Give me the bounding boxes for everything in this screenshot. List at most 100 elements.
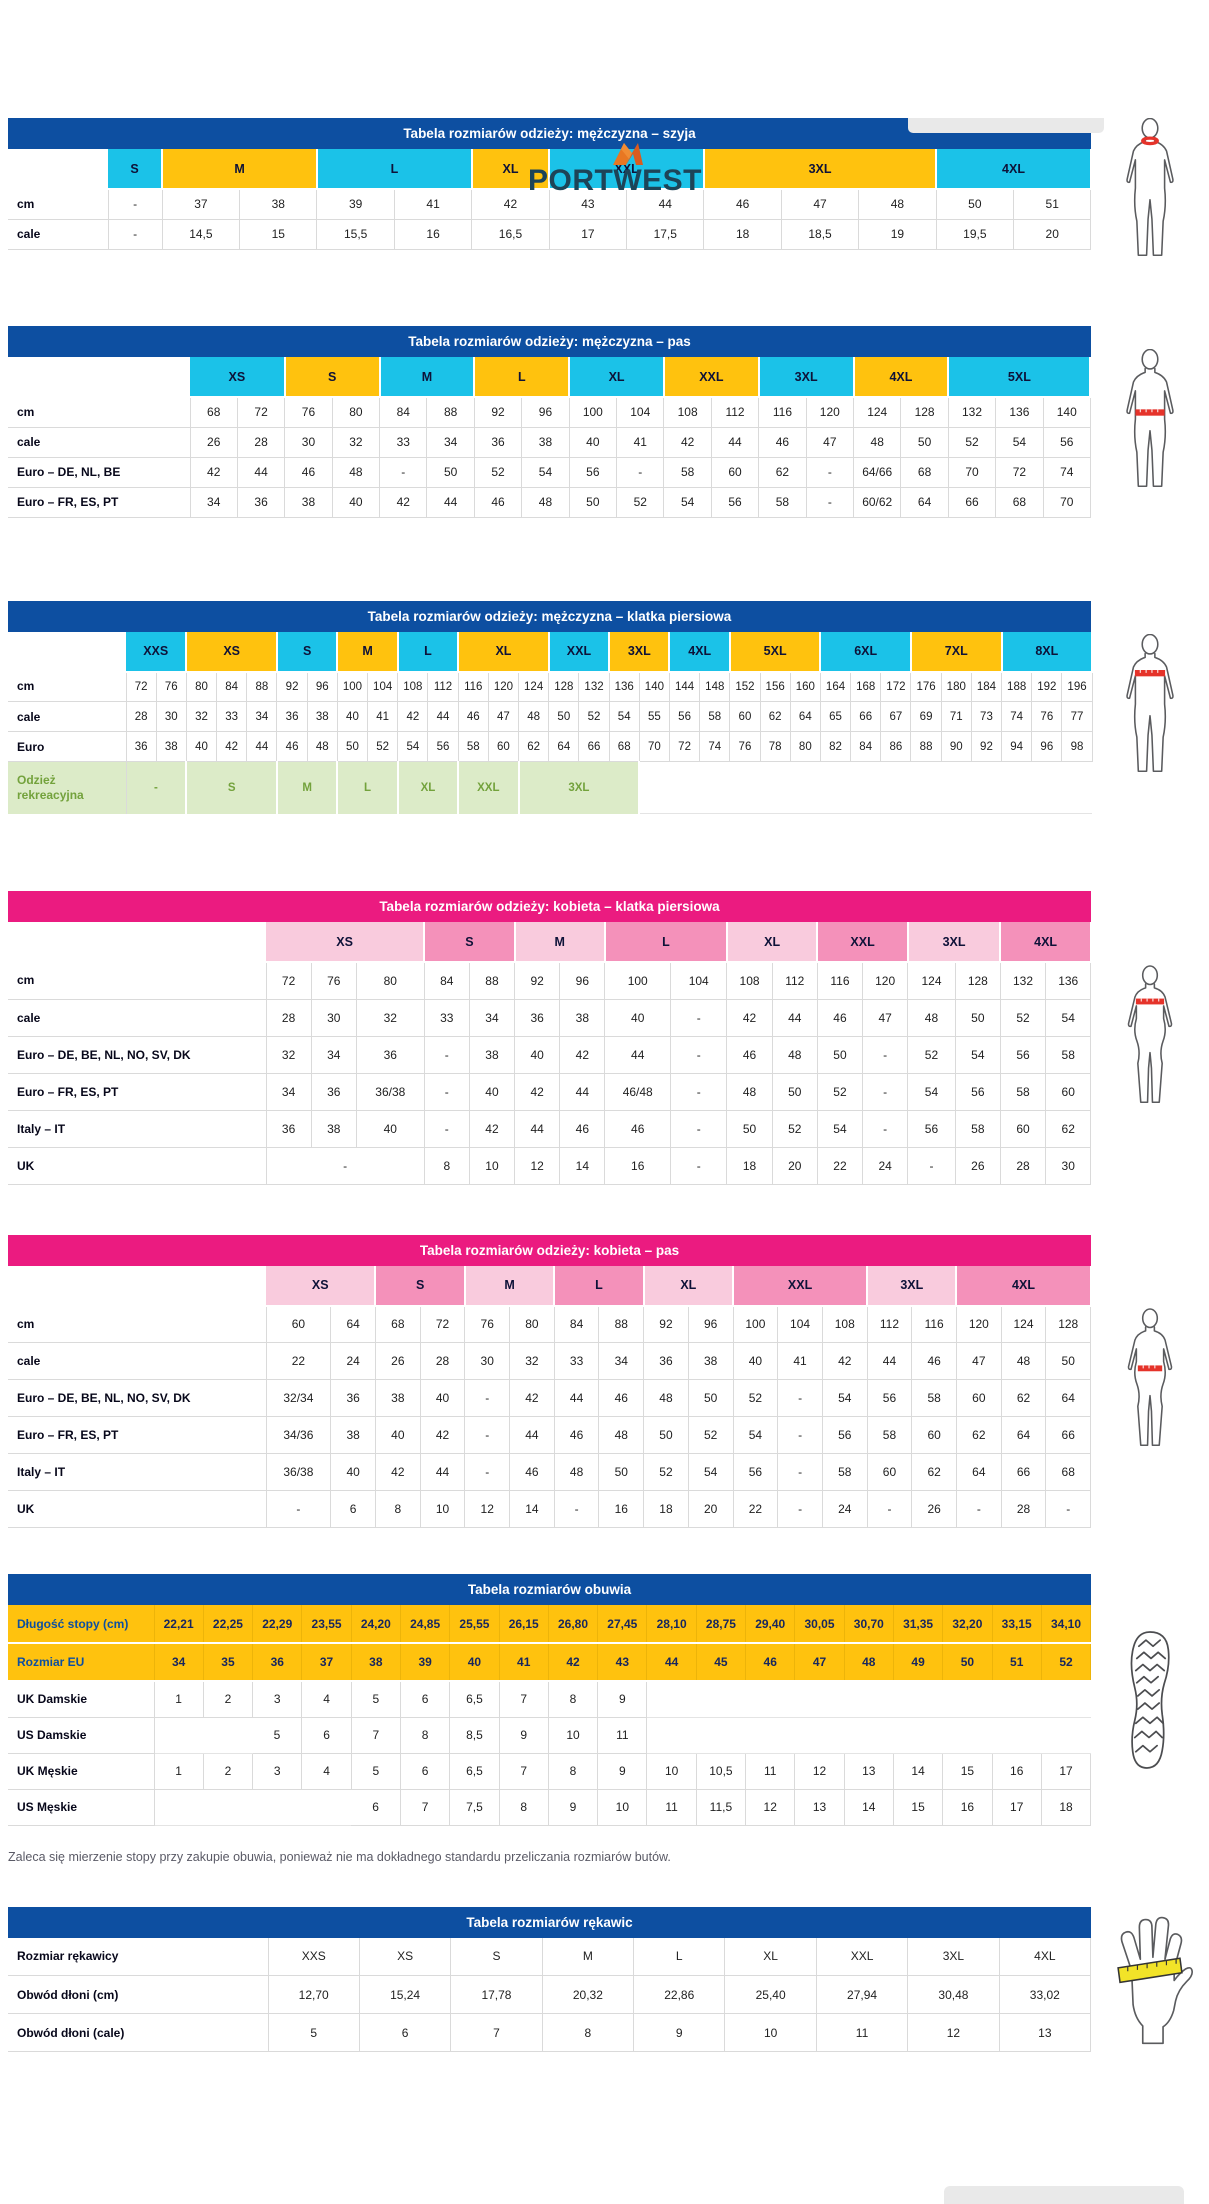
data-cell: 43 bbox=[597, 1643, 648, 1682]
data-cell: - bbox=[862, 1073, 909, 1111]
gloves-title: Tabela rozmiarów rękawic bbox=[8, 1906, 1091, 1938]
data-cell: 96 bbox=[307, 671, 338, 702]
data-cell: - bbox=[867, 1490, 913, 1528]
data-cell: 40 bbox=[375, 1416, 421, 1454]
data-cell: - bbox=[777, 1490, 823, 1528]
data-cell: XXL bbox=[816, 1937, 909, 1976]
data-cell: 24,85 bbox=[400, 1605, 451, 1644]
data-cell: 96 bbox=[559, 962, 606, 1000]
data-cell: 84 bbox=[379, 397, 428, 428]
data-cell: 34,10 bbox=[1041, 1605, 1092, 1644]
data-cell: 152 bbox=[729, 671, 761, 702]
data-cell: XS bbox=[359, 1937, 452, 1976]
row-label: Euro – FR, ES, PT bbox=[8, 1416, 267, 1454]
row-label: Euro – FR, ES, PT bbox=[8, 487, 191, 518]
data-cell: 42 bbox=[726, 999, 773, 1037]
data-cell: 52 bbox=[367, 731, 399, 762]
data-cell: 46 bbox=[474, 487, 523, 518]
data-cell: 92 bbox=[643, 1305, 689, 1343]
data-cell: 56 bbox=[569, 457, 618, 488]
data-cell: 4 bbox=[301, 1753, 352, 1790]
data-cell: 132 bbox=[948, 397, 997, 428]
size-header: 4XL bbox=[669, 631, 731, 673]
data-cell: 16,5 bbox=[471, 219, 550, 250]
data-cell: 9 bbox=[633, 2013, 726, 2052]
data-cell: 72 bbox=[420, 1305, 466, 1343]
data-cell: 38 bbox=[311, 1110, 357, 1148]
data-cell: 88 bbox=[910, 731, 942, 762]
row-label: cale bbox=[8, 427, 191, 458]
data-cell: 7 bbox=[499, 1681, 549, 1718]
data-cell: 11 bbox=[816, 2013, 909, 2052]
data-cell: 12 bbox=[745, 1789, 796, 1826]
size-header: 5XL bbox=[948, 357, 1092, 398]
data-cell: 34 bbox=[246, 701, 278, 732]
data-cell: 52 bbox=[474, 457, 523, 488]
data-cell: 54 bbox=[995, 427, 1044, 458]
data-cell: 34 bbox=[190, 487, 238, 518]
data-cell: 24 bbox=[822, 1490, 868, 1528]
data-cell: 71 bbox=[941, 701, 972, 732]
size-header: M bbox=[337, 631, 399, 673]
data-cell: 36 bbox=[276, 701, 308, 732]
row-label: cm bbox=[8, 189, 109, 220]
data-cell: 26 bbox=[911, 1490, 957, 1528]
data-cell: 22 bbox=[266, 1342, 332, 1380]
data-cell: 92 bbox=[276, 671, 308, 702]
data-cell: 39 bbox=[400, 1643, 451, 1682]
data-cell: 80 bbox=[332, 397, 381, 428]
data-cell: 34 bbox=[311, 1036, 357, 1074]
women-chest-table-wrap: Tabela rozmiarów odzieży: kobieta – klat… bbox=[8, 891, 1092, 1185]
data-cell: 52 bbox=[578, 701, 610, 732]
data-cell: 92 bbox=[474, 397, 523, 428]
shoe-sizing-note: Zaleca się mierzenie stopy przy zakupie … bbox=[8, 1849, 671, 1864]
data-cell: 82 bbox=[820, 731, 852, 762]
data-cell: 68 bbox=[609, 731, 640, 762]
data-cell: 5 bbox=[252, 1717, 303, 1754]
data-cell: 96 bbox=[688, 1305, 734, 1343]
data-cell: - bbox=[777, 1416, 823, 1454]
data-cell: 100 bbox=[337, 671, 369, 702]
data-cell: 14 bbox=[893, 1753, 944, 1790]
size-header: 4XL bbox=[853, 357, 950, 398]
data-cell: 54 bbox=[1045, 999, 1092, 1037]
data-cell: 33 bbox=[424, 999, 470, 1037]
data-cell: 46 bbox=[509, 1453, 555, 1491]
data-cell: 50 bbox=[900, 427, 949, 458]
data-cell: 50 bbox=[817, 1036, 864, 1074]
data-cell: 15 bbox=[893, 1789, 944, 1826]
data-cell: 9 bbox=[499, 1717, 549, 1754]
row-label: UK bbox=[8, 1147, 267, 1185]
data-cell: 15 bbox=[239, 219, 318, 250]
row-label: cm bbox=[8, 1305, 267, 1343]
data-cell: 66 bbox=[578, 731, 610, 762]
data-cell: 38 bbox=[521, 427, 570, 458]
portwest-logo: PORTWEST bbox=[515, 140, 715, 198]
data-cell: 76 bbox=[284, 397, 333, 428]
data-cell: 38 bbox=[156, 731, 187, 762]
data-cell: 12,70 bbox=[268, 1975, 360, 2014]
data-cell: 64 bbox=[790, 701, 821, 732]
data-cell: 58 bbox=[1000, 1073, 1047, 1111]
data-cell: 68 bbox=[190, 397, 238, 428]
shoes-table-wrap: Tabela rozmiarów obuwia Długość stopy (cm… bbox=[8, 1574, 1092, 1826]
data-cell: 46 bbox=[911, 1342, 957, 1380]
data-cell: - bbox=[424, 1110, 470, 1148]
data-cell: 40 bbox=[604, 999, 671, 1037]
data-cell: 2 bbox=[203, 1681, 254, 1718]
data-cell: - bbox=[424, 1036, 470, 1074]
data-cell: 42 bbox=[375, 1453, 421, 1491]
data-cell: 92 bbox=[971, 731, 1003, 762]
data-cell: 60 bbox=[1000, 1110, 1047, 1148]
data-cell: 56 bbox=[711, 487, 760, 518]
data-cell: 14 bbox=[559, 1147, 606, 1185]
data-cell: 29,40 bbox=[745, 1605, 796, 1644]
data-cell: 40 bbox=[514, 1036, 561, 1074]
data-cell: 156 bbox=[760, 671, 791, 702]
data-cell: 6 bbox=[400, 1681, 451, 1718]
data-cell: 58 bbox=[758, 487, 807, 518]
data-cell: 25,55 bbox=[449, 1605, 500, 1644]
data-cell: 28,10 bbox=[646, 1605, 697, 1644]
data-cell: 50 bbox=[726, 1110, 773, 1148]
data-cell: 6 bbox=[301, 1717, 352, 1754]
